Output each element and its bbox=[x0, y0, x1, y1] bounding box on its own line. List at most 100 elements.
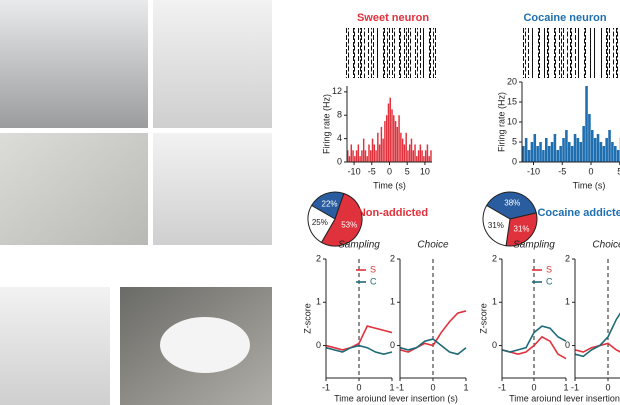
bar bbox=[616, 150, 620, 162]
y-tick-label: 1 bbox=[390, 297, 395, 307]
bar bbox=[382, 138, 384, 162]
bar bbox=[556, 150, 560, 162]
series-line bbox=[325, 325, 393, 351]
bar bbox=[355, 150, 358, 162]
chart-title: Sweet neuron bbox=[357, 12, 429, 24]
bar bbox=[611, 142, 614, 162]
bar bbox=[412, 150, 414, 162]
bar bbox=[417, 150, 420, 162]
bar bbox=[430, 150, 432, 162]
bar bbox=[527, 150, 531, 162]
bar bbox=[593, 138, 597, 162]
annotation: Non-addicted bbox=[358, 207, 428, 219]
y-tick-label: 8 bbox=[337, 110, 342, 120]
bar bbox=[354, 156, 356, 162]
pie-slice bbox=[320, 192, 363, 247]
panel-title: Sampling bbox=[513, 240, 555, 251]
y-tick-label: 2 bbox=[316, 253, 321, 263]
bar bbox=[364, 150, 367, 162]
bar bbox=[576, 138, 580, 162]
x-tick-label: -1 bbox=[571, 382, 579, 392]
x-tick-label: 0 bbox=[356, 382, 361, 392]
pie-label: 53% bbox=[341, 221, 357, 230]
y-tick-label: 0 bbox=[337, 156, 342, 166]
bar bbox=[396, 126, 399, 162]
legend-label: C bbox=[546, 276, 553, 286]
bar bbox=[424, 150, 427, 162]
bar bbox=[393, 115, 395, 162]
x-tick-label: 0 bbox=[531, 382, 536, 392]
x-tick-label: 0 bbox=[430, 382, 435, 392]
bar bbox=[405, 132, 407, 162]
x-tick-label: -5 bbox=[558, 166, 566, 176]
y-tick-label: 12 bbox=[332, 86, 342, 96]
y-tick-label: 2 bbox=[390, 253, 395, 263]
y-axis-label: Z-score bbox=[302, 303, 312, 334]
bar bbox=[553, 134, 557, 162]
bar bbox=[539, 142, 542, 162]
bar bbox=[573, 134, 577, 162]
y-tick-label: 0 bbox=[512, 156, 517, 166]
bar bbox=[547, 146, 551, 162]
photo-apparatus bbox=[0, 0, 148, 128]
x-tick-label: -5 bbox=[368, 166, 376, 176]
bar bbox=[368, 144, 370, 162]
bar bbox=[550, 142, 554, 162]
y-tick-label: 4 bbox=[337, 133, 342, 143]
bar bbox=[401, 138, 404, 162]
bar bbox=[545, 138, 548, 162]
bar bbox=[357, 144, 360, 162]
x-tick-label: 1 bbox=[463, 382, 468, 392]
pie-slice bbox=[505, 212, 538, 247]
y-tick-label: 1 bbox=[492, 297, 497, 307]
series-line bbox=[501, 335, 567, 360]
bar bbox=[400, 132, 402, 162]
series-line bbox=[399, 310, 467, 353]
series-line bbox=[574, 342, 620, 353]
bar bbox=[608, 130, 611, 162]
y-tick-label: 0 bbox=[492, 340, 497, 350]
bar bbox=[536, 146, 539, 162]
bar bbox=[428, 156, 430, 162]
bar bbox=[559, 146, 562, 162]
bar bbox=[370, 150, 372, 162]
bar bbox=[599, 142, 603, 162]
bar bbox=[394, 121, 397, 162]
pie-slice bbox=[482, 204, 511, 247]
y-tick-label: 0 bbox=[390, 340, 395, 350]
y-tick-label: 15 bbox=[507, 96, 517, 106]
bar bbox=[377, 132, 379, 162]
bar bbox=[378, 144, 381, 162]
bar bbox=[565, 130, 568, 162]
pie-slice bbox=[307, 204, 336, 244]
bar bbox=[347, 150, 349, 162]
series-line bbox=[399, 338, 467, 356]
bar bbox=[596, 134, 600, 162]
bar bbox=[568, 142, 571, 162]
bar bbox=[588, 114, 591, 162]
x-tick-label: 0 bbox=[605, 382, 610, 392]
photo-commutator bbox=[153, 133, 272, 245]
y-tick-label: 1 bbox=[316, 297, 321, 307]
bar bbox=[375, 150, 377, 162]
bar bbox=[380, 126, 383, 162]
bar bbox=[403, 144, 406, 162]
x-axis-label: Time aroiund lever insertion (s) bbox=[509, 393, 620, 403]
x-tick-label: 5 bbox=[617, 166, 620, 176]
bar bbox=[398, 115, 400, 162]
x-tick-label: 0 bbox=[588, 166, 593, 176]
rat-body bbox=[160, 317, 250, 373]
bar bbox=[408, 144, 411, 162]
series-line bbox=[501, 325, 567, 353]
y-axis-label: Z-score bbox=[478, 303, 488, 334]
bar bbox=[614, 146, 617, 162]
x-axis-label: Time (s) bbox=[573, 180, 606, 190]
bar bbox=[533, 134, 537, 162]
series-line bbox=[325, 344, 393, 356]
photo-pump bbox=[153, 0, 272, 128]
legend-label: S bbox=[546, 264, 552, 274]
pie-label: 25% bbox=[312, 218, 328, 227]
pie-label: 31% bbox=[488, 221, 504, 230]
bar bbox=[362, 138, 365, 162]
